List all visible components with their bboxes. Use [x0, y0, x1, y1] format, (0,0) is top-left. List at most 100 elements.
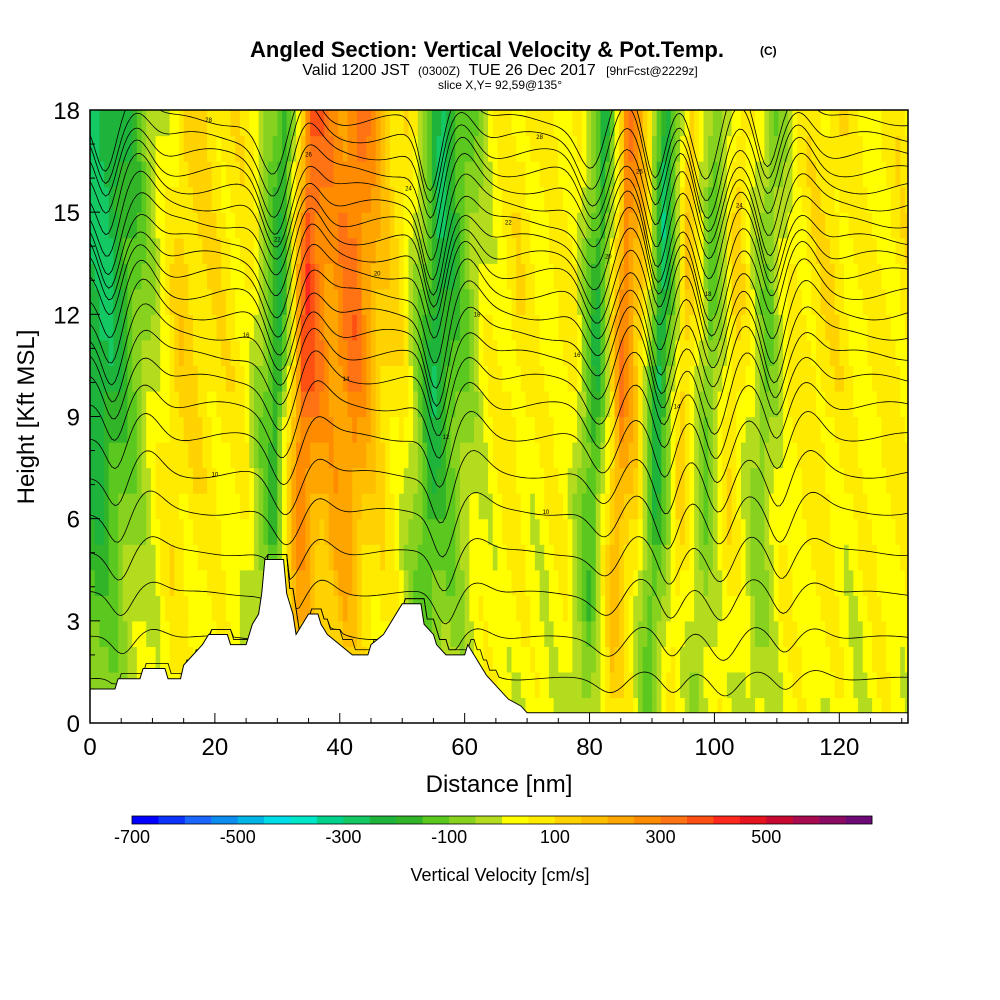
velocity-cell [769, 442, 775, 469]
velocity-cell [848, 161, 854, 188]
velocity-cell [324, 544, 330, 571]
velocity-cell [380, 135, 386, 162]
velocity-cell [160, 467, 166, 494]
velocity-cell [469, 186, 475, 213]
velocity-cell [328, 212, 335, 239]
velocity-cell [886, 697, 892, 723]
velocity-cell [118, 493, 124, 520]
velocity-cell [717, 569, 723, 596]
velocity-cell [619, 288, 625, 315]
velocity-cell [736, 212, 742, 239]
velocity-cell [310, 544, 316, 571]
velocity-cell [581, 339, 588, 367]
velocity-cell [207, 390, 213, 418]
velocity-cell [155, 620, 161, 647]
velocity-cell [385, 390, 391, 418]
velocity-cell [848, 263, 854, 290]
velocity-cell [563, 569, 569, 596]
velocity-cell [890, 161, 897, 188]
velocity-cell [586, 416, 592, 443]
velocity-cell [136, 339, 143, 367]
velocity-cell [548, 110, 555, 137]
velocity-cell [427, 339, 433, 367]
velocity-cell [520, 467, 527, 494]
velocity-cell [108, 314, 115, 341]
velocity-cell [525, 544, 531, 571]
velocity-cell [848, 365, 854, 392]
velocity-cell [642, 339, 648, 367]
velocity-cell [815, 493, 822, 520]
velocity-cell [876, 595, 883, 622]
velocity-cell [886, 314, 892, 341]
velocity-cell [637, 135, 644, 162]
velocity-cell [239, 339, 246, 367]
velocity-cell [431, 263, 438, 290]
velocity-cell [801, 595, 808, 622]
velocity-cell [469, 493, 475, 520]
velocity-cell [389, 263, 396, 290]
velocity-cell [361, 110, 367, 137]
velocity-cell [605, 671, 611, 699]
velocity-cell [605, 288, 611, 315]
x-tick-label: 40 [326, 734, 353, 761]
velocity-cell [698, 569, 705, 596]
velocity-cell [680, 416, 686, 443]
velocity-cell [207, 493, 213, 520]
velocity-cell [773, 671, 780, 699]
velocity-cell [225, 186, 232, 213]
velocity-cell [609, 135, 616, 162]
velocity-cell [333, 390, 339, 418]
velocity-cell [886, 110, 892, 137]
velocity-cell [150, 161, 157, 188]
velocity-cell [164, 212, 171, 239]
velocity-cell [474, 186, 480, 213]
velocity-cell [801, 697, 808, 723]
velocity-cell [605, 442, 611, 469]
velocity-cell [502, 288, 508, 315]
velocity-cell [591, 110, 597, 137]
velocity-cell [445, 110, 452, 137]
velocity-cell [787, 390, 794, 418]
velocity-cell [511, 595, 517, 622]
velocity-cell [272, 390, 278, 418]
velocity-cell [890, 339, 897, 367]
velocity-cell [221, 442, 227, 469]
velocity-cell [99, 161, 105, 188]
velocity-cell [258, 493, 264, 520]
velocity-cell [249, 467, 255, 494]
velocity-cell [478, 416, 484, 443]
velocity-cell [661, 416, 667, 443]
velocity-cell [581, 263, 588, 290]
velocity-cell [698, 263, 705, 290]
velocity-cell [464, 365, 470, 392]
velocity-cell [553, 646, 559, 673]
subtitle-date: TUE 26 Dec 2017 [469, 62, 596, 79]
velocity-cell [886, 518, 892, 545]
velocity-cell [174, 365, 180, 392]
velocity-cell [146, 110, 152, 137]
velocity-cell [188, 314, 194, 341]
velocity-cell [820, 595, 826, 622]
velocity-cell [844, 314, 850, 341]
velocity-cell [829, 671, 836, 699]
velocity-cell [361, 518, 367, 545]
velocity-cell [530, 518, 536, 545]
velocity-cell [694, 569, 700, 596]
velocity-cell [801, 671, 808, 699]
velocity-cell [736, 595, 742, 622]
velocity-cell [581, 237, 588, 264]
velocity-cell [872, 620, 878, 647]
velocity-cell [104, 186, 110, 213]
velocity-cell [108, 569, 115, 596]
velocity-cell [127, 544, 133, 571]
velocity-cell [99, 467, 105, 494]
velocity-cell [225, 110, 232, 137]
velocity-cell [553, 390, 559, 418]
velocity-cell [506, 544, 513, 571]
velocity-cell [389, 365, 396, 392]
velocity-cell [862, 544, 869, 571]
velocity-cell [764, 595, 770, 622]
velocity-cell [848, 620, 854, 647]
velocity-cell [291, 365, 297, 392]
velocity-cell [553, 518, 559, 545]
